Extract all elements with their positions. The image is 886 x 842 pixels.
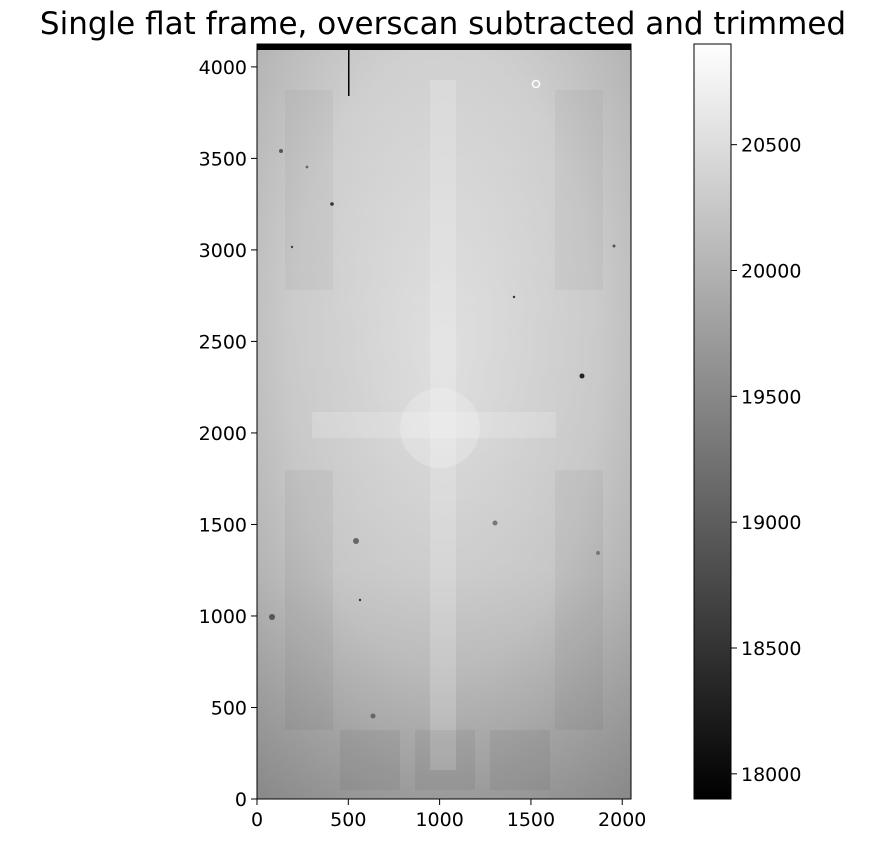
y-tick-label: 3000 <box>199 240 247 262</box>
colorbar-ticks: 18000 18500 19000 19500 20000 20500 <box>731 135 801 786</box>
y-tick-label: 1000 <box>199 606 247 628</box>
y-tick-label: 500 <box>211 697 247 719</box>
x-tick-label: 1500 <box>507 809 555 831</box>
y-tick-label: 2000 <box>199 423 247 445</box>
y-tick-label: 1500 <box>199 514 247 536</box>
colorbar-tick-label: 20000 <box>741 261 801 283</box>
y-tick-label: 3500 <box>199 148 247 170</box>
colorbar-tick-label: 19500 <box>741 386 801 408</box>
colorbar-tick-label: 19000 <box>741 512 801 534</box>
image-frame <box>256 43 632 800</box>
x-axis: 0 500 1000 1500 2000 <box>251 799 646 831</box>
x-tick-label: 500 <box>330 809 366 831</box>
flat-frame-image <box>257 44 631 799</box>
x-tick-label: 1000 <box>415 809 463 831</box>
chart-title: Single flat frame, overscan subtracted a… <box>40 6 846 42</box>
y-tick-label: 4000 <box>199 57 247 79</box>
x-tick-label: 2000 <box>598 809 646 831</box>
y-tick-label: 2500 <box>199 331 247 353</box>
colorbar-tick-label: 18500 <box>741 638 801 660</box>
colorbar-tick-label: 20500 <box>741 135 801 157</box>
colorbar-gradient <box>693 43 732 800</box>
y-tick-label: 0 <box>235 789 247 811</box>
x-tick-label: 0 <box>251 809 263 831</box>
y-axis: 0 500 1000 1500 2000 2500 3000 3500 4000 <box>199 57 257 811</box>
colorbar: 18000 18500 19000 19500 20000 20500 <box>693 43 801 800</box>
colorbar-tick-label: 18000 <box>741 764 801 786</box>
